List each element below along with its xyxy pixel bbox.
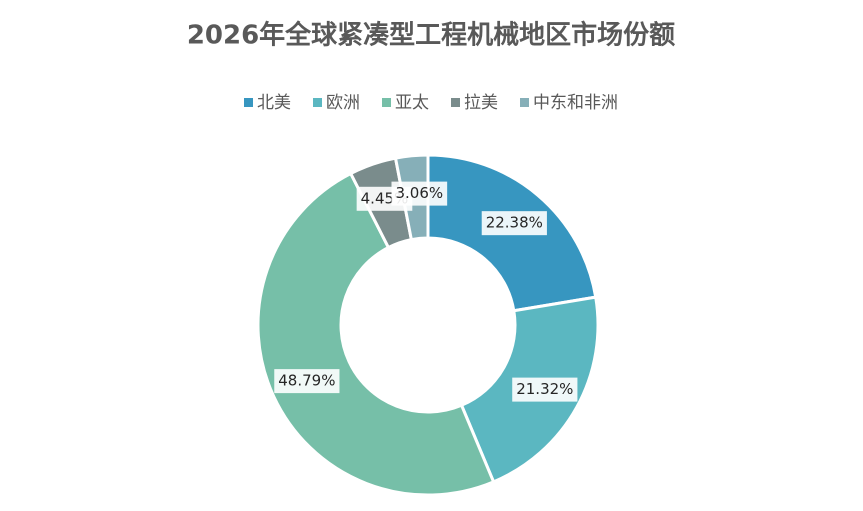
legend-label: 中东和非洲 <box>533 93 618 113</box>
data-label: 48.79% <box>278 372 335 390</box>
data-label-bg <box>274 369 340 394</box>
legend-label: 拉美 <box>464 93 498 113</box>
donut-slice <box>256 171 496 497</box>
data-labels: 22.38%21.32%48.79%4.45%3.06% <box>274 181 578 402</box>
data-label-bg <box>481 211 547 236</box>
legend-swatch <box>520 98 529 107</box>
legend-swatch <box>382 98 391 107</box>
data-label-bg <box>391 181 448 206</box>
legend: 北美 欧洲 亚太 拉美 中东和非洲 <box>244 93 618 113</box>
data-label: 22.38% <box>486 214 543 232</box>
chart-title: 2026年全球紧凑型工程机械地区市场份额 <box>187 20 675 51</box>
legend-label: 北美 <box>257 93 291 113</box>
legend-label: 欧洲 <box>326 93 360 113</box>
data-label: 3.06% <box>396 184 444 202</box>
data-label-bg <box>512 377 578 402</box>
legend-swatch <box>313 98 322 107</box>
data-label: 21.32% <box>516 380 573 398</box>
donut <box>256 153 600 497</box>
legend-swatch <box>244 98 253 107</box>
legend-swatch <box>451 98 460 107</box>
legend-label: 亚太 <box>395 93 429 113</box>
